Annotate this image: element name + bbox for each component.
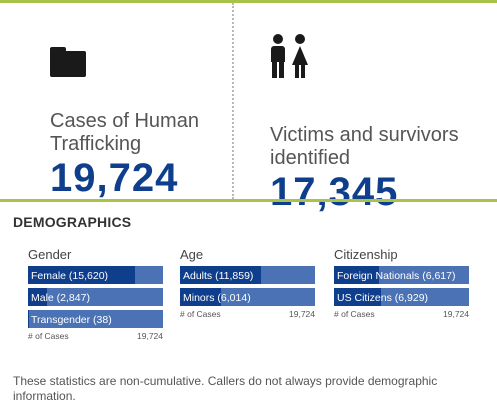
victims-label: Victims and survivors identified	[270, 124, 459, 169]
bar-foreign-nationals: Foreign Nationals (6,617)	[334, 266, 469, 284]
axis: # of Cases 19,724	[28, 331, 163, 341]
axis: # of Cases 19,724	[180, 309, 315, 319]
bar-us-citizens: US Citizens (6,929)	[334, 288, 469, 306]
demographics-title: DEMOGRAPHICS	[13, 214, 132, 230]
axis-label: # of Cases	[180, 309, 221, 319]
axis-label: # of Cases	[28, 331, 69, 341]
citizenship-group: Citizenship Foreign Nationals (6,617) US…	[334, 247, 469, 319]
bar-adults: Adults (11,859)	[180, 266, 315, 284]
axis-max: 19,724	[443, 309, 469, 319]
axis: # of Cases 19,724	[334, 309, 469, 319]
axis-max: 19,724	[289, 309, 315, 319]
bar-label: US Citizens (6,929)	[337, 292, 429, 304]
bar-label: Transgender (38)	[31, 314, 112, 326]
footnote: These statistics are non-cumulative. Cal…	[13, 374, 438, 403]
bar-label: Female (15,620)	[31, 270, 109, 282]
gender-group: Gender Female (15,620) Male (2,847) Tran…	[28, 247, 163, 341]
bar-label: Foreign Nationals (6,617)	[337, 270, 456, 282]
bar-male: Male (2,847)	[28, 288, 163, 306]
cases-stat: Cases of Human Trafficking 19,724	[50, 47, 225, 200]
group-title: Citizenship	[334, 247, 398, 262]
group-title: Age	[180, 247, 204, 262]
victims-stat: Victims and survivors identified 17,345	[270, 34, 490, 214]
people-icon	[270, 34, 490, 78]
bar-label: Male (2,847)	[31, 292, 90, 304]
bar-transgender: Transgender (38)	[28, 310, 163, 328]
vertical-divider	[232, 3, 234, 199]
bar-label: Minors (6,014)	[183, 292, 251, 304]
bar-label: Adults (11,859)	[183, 270, 254, 282]
group-title: Gender	[28, 247, 72, 262]
cases-value: 19,724	[50, 156, 179, 200]
bar-female: Female (15,620)	[28, 266, 163, 284]
bar-minors: Minors (6,014)	[180, 288, 315, 306]
folder-icon	[50, 47, 86, 77]
cases-label: Cases of Human Trafficking	[50, 110, 199, 155]
age-group: Age Adults (11,859) Minors (6,014) # of …	[180, 247, 315, 319]
axis-label: # of Cases	[334, 309, 375, 319]
section-divider	[0, 199, 497, 202]
victims-value: 17,345	[270, 170, 399, 214]
axis-max: 19,724	[137, 331, 163, 341]
top-divider	[0, 0, 497, 3]
